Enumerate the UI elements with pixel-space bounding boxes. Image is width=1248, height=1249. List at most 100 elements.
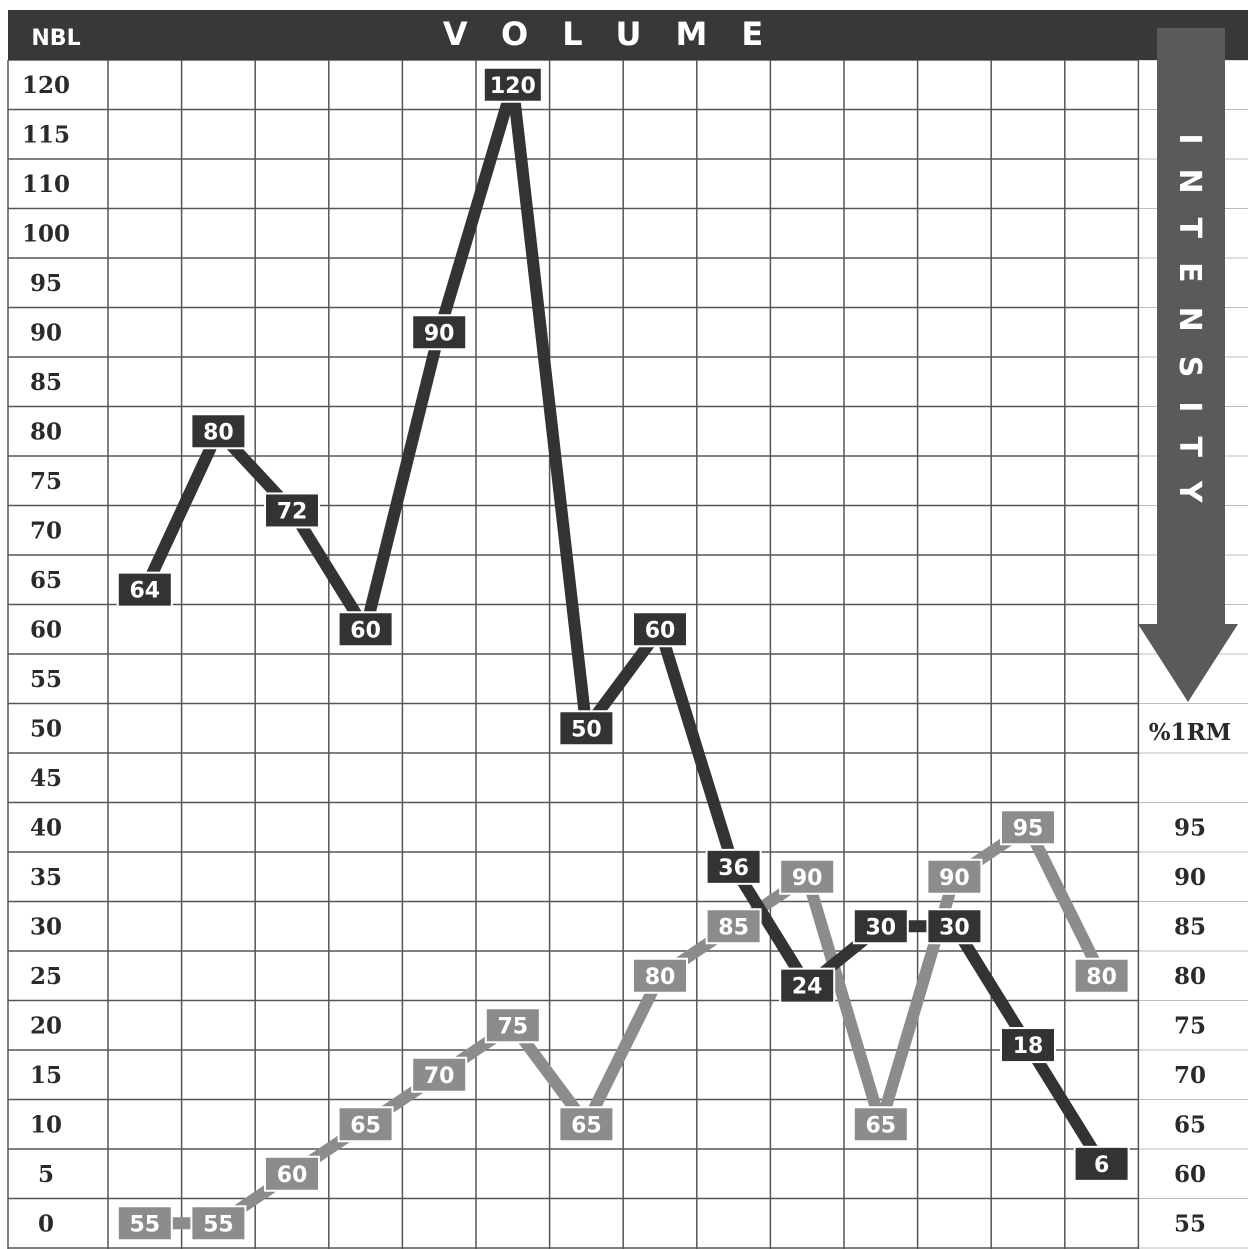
data-label-box	[482, 66, 543, 103]
data-point-nbl: 36	[705, 848, 762, 885]
data-point-nbl: 120	[482, 66, 543, 103]
data-label: 75	[497, 1014, 528, 1039]
data-point-intensity: 65	[558, 1106, 615, 1143]
data-label: 60	[350, 618, 381, 643]
y-tick-label: 30	[30, 913, 62, 940]
data-point-nbl: 64	[116, 571, 173, 608]
data-label: 55	[203, 1212, 234, 1237]
y-tick-label: 55	[30, 666, 62, 693]
data-label: 64	[129, 579, 160, 604]
data-label-box	[264, 1155, 320, 1192]
data-point-nbl: 24	[779, 967, 836, 1004]
data-point-nbl: 30	[852, 908, 909, 945]
data-label-box	[337, 611, 394, 648]
data-label-box	[558, 1106, 615, 1143]
data-point-nbl: 72	[264, 492, 320, 529]
data-label-box	[779, 858, 836, 895]
data-point-nbl: 80	[190, 413, 247, 450]
y-axis-label: NBL	[31, 26, 80, 51]
data-point-nbl: 18	[1000, 1027, 1056, 1064]
data-label: 60	[277, 1163, 308, 1188]
right-tick-label: 70	[1174, 1062, 1206, 1089]
data-label: 70	[424, 1064, 455, 1089]
right-axis-unit: %1RM	[1149, 719, 1231, 746]
y-tick-label: 20	[30, 1012, 62, 1039]
data-label: 120	[490, 74, 536, 99]
data-label: 24	[792, 975, 823, 1000]
data-label: 80	[1086, 965, 1117, 990]
data-label-box	[632, 957, 688, 994]
data-label-box	[779, 967, 836, 1004]
y-tick-label: 35	[30, 864, 62, 891]
data-label: 65	[350, 1113, 381, 1138]
y-tick-label: 0	[38, 1210, 54, 1237]
data-point-intensity: 90	[779, 858, 836, 895]
right-tick-label: 75	[1174, 1012, 1206, 1039]
y-tick-label: 120	[22, 72, 70, 99]
right-tick-label: 90	[1174, 864, 1206, 891]
data-label: 65	[571, 1113, 602, 1138]
data-point-intensity: 65	[852, 1106, 909, 1143]
data-point-intensity: 90	[926, 858, 983, 895]
right-tick-label: 95	[1174, 814, 1206, 841]
right-tick-label: 80	[1174, 963, 1206, 990]
data-label-box	[1000, 1027, 1056, 1064]
y-tick-label: 50	[30, 715, 62, 742]
y-tick-label: 10	[30, 1111, 62, 1138]
y-tick-label: 25	[30, 963, 62, 990]
data-label: 80	[203, 420, 234, 445]
data-label: 85	[718, 915, 749, 940]
header-bar	[8, 10, 1248, 60]
right-axis-ticks: 95 90 85 80 75 70 65 60 55	[1174, 814, 1206, 1237]
data-label-box	[190, 413, 247, 450]
data-label-box	[411, 314, 468, 351]
y-tick-label: 45	[30, 765, 62, 792]
intensity-label: INTENSITY	[1172, 133, 1207, 526]
data-label: 90	[939, 866, 970, 891]
y-tick-label: 80	[30, 418, 62, 445]
intensity-arrow-icon	[1138, 28, 1238, 702]
data-label: 50	[571, 717, 602, 742]
data-point-intensity: 95	[1000, 809, 1056, 846]
right-tick-label: 55	[1174, 1210, 1206, 1237]
data-point-intensity: 75	[484, 1007, 541, 1044]
data-point-intensity: 60	[264, 1155, 320, 1192]
y-tick-label: 40	[30, 814, 62, 841]
data-label-box	[1073, 1145, 1130, 1182]
y-tick-label: 75	[30, 468, 62, 495]
data-label-box	[1000, 809, 1056, 846]
data-label: 60	[645, 618, 676, 643]
y-tick-label: 100	[22, 220, 70, 247]
data-label-box	[484, 1007, 541, 1044]
right-tick-label: 60	[1174, 1161, 1206, 1188]
data-label: 36	[718, 856, 749, 881]
data-point-nbl: 30	[926, 908, 983, 945]
right-tick-label: 85	[1174, 913, 1206, 940]
y-tick-label: 65	[30, 567, 62, 594]
data-point-intensity: 55	[190, 1205, 247, 1242]
y-tick-label: 5	[38, 1161, 54, 1188]
data-label-box	[705, 908, 762, 945]
data-label: 80	[645, 965, 676, 990]
data-label-box	[926, 858, 983, 895]
data-label-box	[337, 1106, 394, 1143]
series-layer: 55 55 60 65 70 75 65 80 85 90 65 90 95 80 64 80 72 60 90 12…	[116, 66, 1130, 1242]
y-tick-label: 95	[30, 270, 62, 297]
data-point-nbl: 60	[632, 611, 688, 648]
data-label: 90	[424, 321, 455, 346]
right-tick-label: 65	[1174, 1111, 1206, 1138]
data-label-box	[705, 848, 762, 885]
data-label-box	[264, 492, 320, 529]
data-label: 95	[1013, 816, 1044, 841]
data-point-intensity: 85	[705, 908, 762, 945]
data-label-box	[190, 1205, 247, 1242]
data-label-box	[632, 611, 688, 648]
data-point-intensity: 65	[337, 1106, 394, 1143]
data-label: 72	[277, 499, 308, 524]
data-point-nbl: 50	[558, 710, 615, 747]
data-label-box	[116, 1205, 173, 1242]
chart-title: VOLUME	[443, 15, 797, 53]
y-tick-label: 15	[30, 1062, 62, 1089]
data-label-box	[926, 908, 983, 945]
y-tick-label: 115	[22, 121, 70, 148]
